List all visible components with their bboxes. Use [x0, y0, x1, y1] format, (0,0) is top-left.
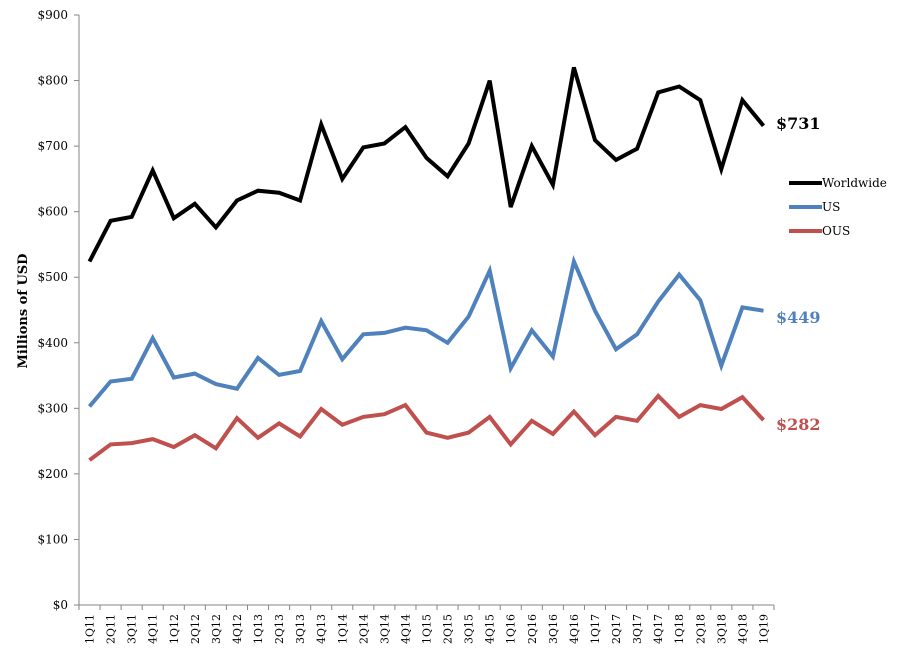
y-axis-title: Millions of USD	[16, 254, 31, 369]
x-tick-label: 4Q12	[231, 614, 244, 644]
x-tick-label: 4Q13	[315, 614, 328, 644]
y-tick-label: $200	[37, 467, 68, 481]
y-tick-label: $300	[37, 401, 68, 415]
series-lines	[87, 66, 766, 462]
x-tick-label: 4Q11	[147, 614, 160, 644]
x-tick-label: 1Q11	[84, 614, 97, 644]
x-tick-label: 3Q14	[378, 614, 391, 644]
legend-label-us: US	[822, 200, 840, 214]
end-value-label-ous: $282	[776, 415, 821, 434]
x-tick-label: 1Q19	[757, 614, 770, 644]
x-tick-label: 1Q17	[589, 614, 602, 644]
y-tick-label: $500	[37, 270, 68, 284]
x-tick-label: 1Q13	[252, 614, 265, 644]
y-tick-label: $100	[37, 532, 68, 546]
x-tick-label: 2Q14	[357, 614, 370, 644]
x-tick-label: 3Q18	[715, 614, 728, 644]
x-tick-label: 3Q11	[126, 614, 139, 644]
y-tick-label: $400	[37, 336, 68, 350]
x-tick-label: 3Q15	[463, 614, 476, 644]
x-tick-label: 3Q12	[210, 614, 223, 644]
y-tick-label: $600	[37, 205, 68, 219]
x-axis: 1Q11 2Q11 3Q11 4Q11 1Q12 2Q12 3Q12 4Q12 1Q13 2Q13…	[78, 604, 775, 644]
y-tick-label: $900	[37, 8, 68, 22]
x-tick-label: 4Q15	[484, 614, 497, 644]
x-tick-label: 3Q13	[294, 614, 307, 644]
y-tick-label: $0	[53, 598, 68, 612]
x-tick-label: 2Q15	[442, 614, 455, 644]
end-value-labels: $731 $449 $282	[776, 114, 821, 434]
x-tick-label: 2Q16	[526, 614, 539, 644]
x-tick-label: 2Q17	[610, 614, 623, 644]
series-line-ous	[88, 392, 765, 462]
y-tick-label: $800	[37, 74, 68, 88]
y-axis: $0 $100 $200 $300 $400 $500 $600 $700 $800 $900	[37, 8, 80, 612]
end-value-label-us: $449	[776, 308, 821, 327]
x-tick-label: 1Q12	[168, 614, 181, 644]
x-tick-label: 2Q12	[189, 614, 202, 644]
x-tick-label: 1Q14	[336, 614, 349, 644]
series-line-worldwide	[87, 66, 766, 263]
x-tick-label: 3Q17	[631, 614, 644, 644]
x-tick-label: 1Q15	[421, 614, 434, 644]
x-tick-label: 4Q18	[736, 614, 749, 644]
x-tick-label: 2Q13	[273, 614, 286, 644]
x-tick-label: 3Q16	[547, 614, 560, 644]
series-line-us	[87, 254, 764, 408]
x-tick-label: 4Q16	[568, 614, 581, 644]
legend: Worldwide US OUS	[789, 176, 887, 238]
legend-label-ous: OUS	[822, 224, 850, 238]
y-axis-title-group: Millions of USD	[16, 254, 31, 369]
x-tick-label: 2Q18	[694, 614, 707, 644]
x-tick-label: 1Q16	[505, 614, 518, 644]
x-tick-label: 2Q11	[105, 614, 118, 644]
end-value-label-worldwide: $731	[776, 114, 821, 133]
x-tick-label: 1Q18	[673, 614, 686, 644]
x-tick-label: 4Q14	[399, 614, 412, 644]
legend-label-worldwide: Worldwide	[822, 176, 887, 190]
y-tick-label: $700	[37, 139, 68, 153]
x-tick-label: 4Q17	[652, 614, 665, 644]
